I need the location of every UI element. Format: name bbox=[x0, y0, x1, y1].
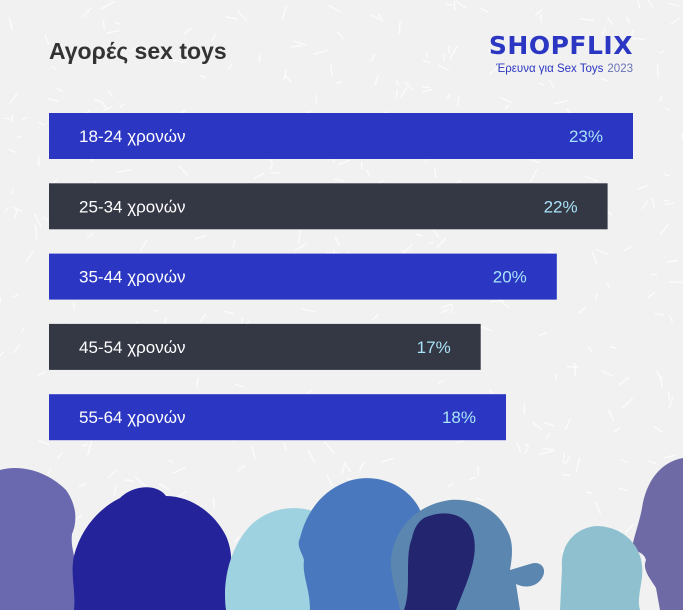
category-label: 25-34 χρονών bbox=[79, 197, 186, 216]
silhouette-right-purple bbox=[632, 458, 683, 610]
bar-chart: 18-24 χρονών 23% 25-34 χρονών 22% 35-44 χρον… bbox=[49, 113, 633, 441]
category-label: 18-24 χρονών bbox=[79, 127, 186, 146]
people-silhouettes-illustration bbox=[0, 458, 683, 610]
bar-row: 18-24 χρονών 23% bbox=[49, 113, 633, 159]
value-label: 20% bbox=[493, 268, 527, 287]
category-label: 45-54 χρονών bbox=[79, 338, 186, 357]
bar bbox=[49, 113, 633, 159]
bar bbox=[49, 183, 608, 230]
survey-name: Έρευνα για Sex Toys bbox=[496, 63, 604, 75]
bar-row: 25-34 χρονών 22% bbox=[49, 183, 608, 230]
value-label: 17% bbox=[417, 338, 451, 357]
brand-subtitle: Έρευνα για Sex Toys 2023 bbox=[489, 62, 633, 76]
brand-name: SHOPFLIX bbox=[488, 31, 633, 60]
category-label: 55-64 χρονών bbox=[79, 408, 186, 427]
bar bbox=[49, 323, 481, 370]
bar-row: 45-54 χρονών 17% bbox=[49, 323, 481, 370]
silhouette-teal-small bbox=[560, 526, 643, 610]
brand-logo: SHOPFLIX Έρευνα για Sex Toys 2023 bbox=[489, 31, 633, 76]
category-label: 35-44 χρονών bbox=[79, 268, 186, 287]
bar-row: 35-44 χρονών 20% bbox=[49, 253, 557, 300]
bar-row: 55-64 χρονών 18% bbox=[49, 394, 506, 441]
silhouette-navy-bun bbox=[72, 487, 233, 610]
bar bbox=[49, 394, 506, 441]
bar bbox=[49, 253, 557, 300]
value-label: 23% bbox=[569, 127, 603, 146]
silhouette-left-purple bbox=[0, 468, 84, 610]
value-label: 18% bbox=[442, 408, 476, 427]
chart-title: Αγορές sex toys bbox=[49, 38, 227, 64]
silhouette-ponytail bbox=[404, 513, 475, 610]
value-label: 22% bbox=[544, 197, 578, 216]
survey-year: 2023 bbox=[607, 63, 633, 75]
